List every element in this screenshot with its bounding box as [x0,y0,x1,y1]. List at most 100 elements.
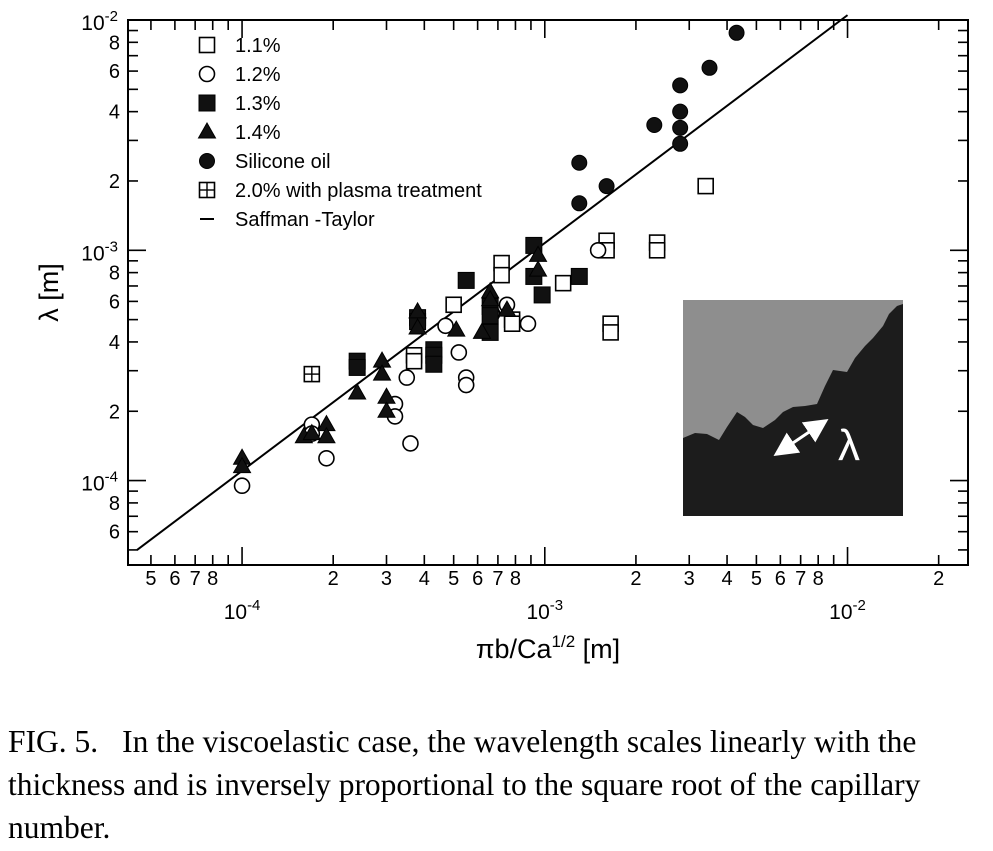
x-tick-label: 8 [510,568,521,590]
marker-shape [318,449,335,467]
marker-shape [408,301,427,319]
legend-label: 1.4% [235,122,281,144]
x-tick-label: 3 [381,568,392,590]
marker-shape [472,322,492,339]
data-point-series-4 [408,301,427,319]
marker-shape [571,154,588,171]
marker-shape [672,135,689,152]
x-axis-title: πb/Ca1/2 [m] [476,632,620,664]
marker-shape [602,324,619,341]
y-tick-label: 4 [109,332,120,354]
data-point-series-2 [318,449,335,467]
data-point-series-5 [571,154,588,171]
x-tick-label: 4 [419,568,430,590]
marker-shape [481,307,499,325]
data-point-series-4 [232,456,252,474]
marker-shape [408,317,427,335]
marker-shape [425,355,443,373]
data-point-series-1 [697,177,714,195]
marker-shape [197,121,217,139]
x-tick-label: 7 [795,568,806,590]
legend-label: 1.1% [235,35,281,57]
data-point-series-3 [457,271,475,289]
data-point-series-5 [672,103,689,120]
x-decade-label: 10-2 [829,597,866,624]
data-point-series-2 [398,369,416,386]
data-point-series-5 [728,24,745,41]
marker-shape [317,426,336,444]
x-tick-label: 3 [684,568,695,590]
data-point-series-1 [648,241,666,259]
data-point-series-4 [408,317,427,335]
inset-light-region [683,300,903,440]
data-point-series-5 [672,77,689,94]
marker-shape [457,376,475,394]
wavelength-arrow [773,418,829,457]
y-tick-label: 8 [109,32,120,54]
data-point-series-1 [503,315,521,333]
legend-label: Saffman -Taylor [235,209,375,231]
data-point-series-1 [554,274,572,292]
data-point-series-2 [519,315,537,333]
data-points [232,24,745,495]
marker-shape [672,77,689,94]
data-point-series-1 [445,296,462,314]
data-point-series-3 [348,358,366,376]
legend-label: 1.3% [235,93,281,115]
data-point-series-3 [481,307,499,325]
data-point-series-5 [646,116,663,133]
marker-shape [480,289,500,307]
marker-shape [405,352,423,370]
data-point-series-3 [533,286,551,304]
y-tick-label: 4 [109,102,120,124]
marker-shape [457,271,475,289]
data-point-series-1 [405,352,423,370]
y-tick-label: 2 [109,171,120,193]
x-tick-label: 5 [145,568,156,590]
marker-shape [672,103,689,120]
data-point-series-2 [450,344,468,361]
marker-shape [302,423,322,441]
x-tick-label: 8 [207,568,218,590]
marker-shape [648,241,666,259]
marker-shape [199,153,215,169]
figure-caption: FIG. 5. In the viscoelastic case, the wav… [8,720,988,849]
x-decade-label: 10-4 [224,597,261,624]
legend-marker [198,65,216,83]
y-decade-label: 10-2 [81,8,118,35]
y-decade-label: 10-4 [81,469,118,496]
marker-shape [503,315,521,333]
x-tick-label: 5 [448,568,459,590]
data-point-series-4 [446,320,466,337]
y-tick-label: 2 [109,401,120,423]
marker-shape [347,383,367,400]
marker-shape [198,65,216,83]
data-point-series-6 [303,365,321,383]
data-point-series-5 [672,119,689,136]
data-point-series-4 [480,289,500,307]
marker-shape [377,401,396,418]
marker-shape [598,178,615,195]
legend-marker [198,36,216,54]
legend-marker [199,153,215,169]
data-point-series-2 [457,376,475,394]
data-point-series-2 [402,435,419,452]
y-tick-label: 6 [109,61,120,83]
marker-shape [672,119,689,136]
data-point-series-2 [589,241,607,259]
y-axis-title: λ [m] [34,263,64,322]
data-point-series-5 [598,178,615,195]
axes: 5 6 7 8 2 3 4 5 6 7 8 2 3 4 5 6 7 8 210-4 10-3 10-2682468246… [81,8,969,624]
plot-frame [127,19,969,566]
marker-shape [589,241,607,259]
marker-shape [554,274,572,292]
data-point-series-3 [570,267,588,285]
x-tick-label: 2 [630,568,641,590]
marker-shape [398,369,416,386]
y-tick-label: 6 [109,522,120,544]
marker-shape [697,177,714,195]
marker-shape [446,320,466,337]
data-point-series-5 [701,59,718,76]
marker-shape [372,364,392,381]
data-point-series-4 [497,300,517,317]
